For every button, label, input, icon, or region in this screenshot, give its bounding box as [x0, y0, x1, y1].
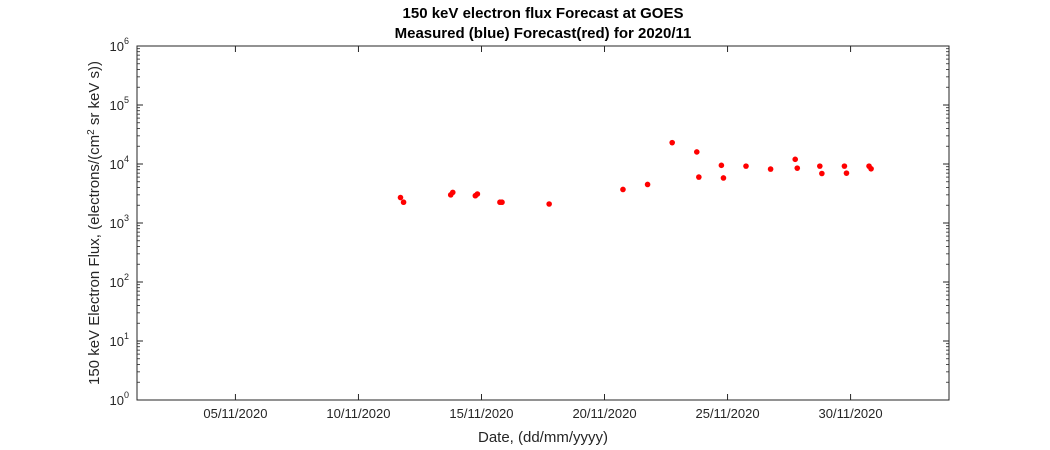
y-tick-exponent: 0 [124, 390, 129, 400]
forecast-point [400, 199, 407, 206]
forecast-point [819, 170, 825, 177]
y-tick-label: 103 [110, 213, 129, 231]
x-tick-label: 10/11/2020 [326, 406, 390, 421]
y-tick-label: 101 [110, 331, 129, 349]
y-tick-exponent: 4 [124, 154, 129, 164]
forecast-point [841, 163, 848, 169]
chart-subtitle: Measured (blue) Forecast(red) for 2020/1… [395, 25, 692, 42]
y-tick-exponent: 5 [124, 95, 129, 105]
forecast-point [720, 175, 727, 181]
forecast-point [499, 199, 505, 206]
forecast-points [397, 139, 874, 207]
x-tick-label: 20/11/2020 [572, 406, 636, 421]
chart-title: 150 keV electron flux Forecast at GOES [403, 5, 684, 22]
y-tick-label: 106 [110, 36, 129, 54]
forecast-point [474, 191, 481, 197]
forecast-point [767, 166, 774, 172]
y-tick-exponent: 1 [124, 331, 129, 341]
y-tick-base: 10 [110, 216, 124, 231]
x-tick-label: 05/11/2020 [203, 406, 267, 421]
y-tick-base: 10 [110, 98, 124, 113]
forecast-point [696, 174, 702, 180]
forecast-point [669, 139, 675, 146]
forecast-point [843, 170, 850, 176]
y-axis-label-superscript: 2 [86, 129, 97, 135]
x-tick-label: 15/11/2020 [449, 406, 513, 421]
y-tick-label: 105 [110, 95, 129, 113]
x-axis-ticks: 05/11/2020 10/11/2020 15/11/2020 20/11/2020… [203, 46, 883, 421]
y-tick-label: 102 [110, 272, 129, 290]
y-tick-exponent: 6 [124, 36, 129, 46]
x-tick-label: 30/11/2020 [819, 406, 883, 421]
x-tick-label: 25/11/2020 [695, 406, 759, 421]
forecast-point [397, 194, 404, 201]
forecast-point [794, 165, 801, 171]
plot-area [136, 45, 950, 401]
forecast-point [718, 162, 725, 169]
y-axis-label: 150 keV Electron Flux, (electrons/(cm2 s… [86, 61, 104, 385]
forecast-point [693, 149, 700, 155]
x-axis-label: Date, (dd/mm/yyyy) [478, 429, 608, 446]
y-tick-label: 100 [110, 390, 129, 408]
forecast-point [546, 201, 552, 207]
y-tick-base: 10 [110, 157, 124, 172]
y-axis-label-prefix: 150 keV Electron Flux, (electrons/(cm [86, 135, 103, 385]
y-tick-base: 10 [110, 39, 124, 54]
forecast-point [620, 186, 626, 193]
y-tick-base: 10 [110, 393, 124, 408]
forecast-point [817, 163, 823, 169]
y-tick-base: 10 [110, 334, 124, 349]
forecast-point [792, 156, 799, 163]
y-tick-exponent: 3 [124, 213, 129, 223]
y-tick-label: 104 [110, 154, 129, 172]
forecast-point [644, 181, 651, 188]
forecast-point [868, 165, 874, 172]
y-tick-exponent: 2 [124, 272, 129, 282]
y-tick-base: 10 [110, 275, 124, 290]
forecast-point [449, 189, 456, 196]
y-axis-label-suffix: sr keV s)) [86, 61, 103, 129]
forecast-point [743, 163, 749, 169]
